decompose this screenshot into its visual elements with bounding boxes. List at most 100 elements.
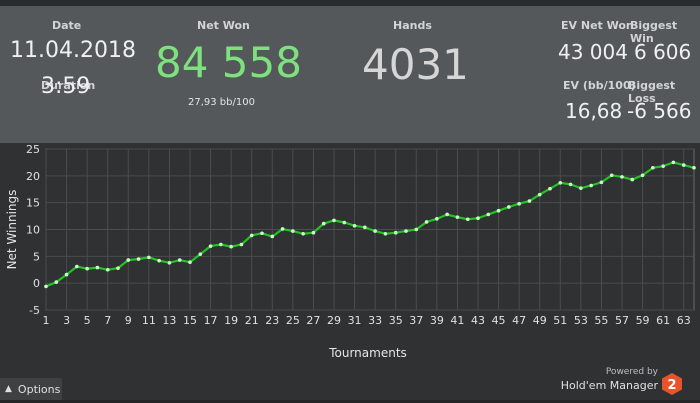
x-tick-label: 51: [553, 314, 567, 327]
data-point: [64, 272, 69, 277]
hm2-logo-icon: 2: [662, 373, 682, 395]
x-tick-label: 25: [286, 314, 300, 327]
data-point: [651, 165, 655, 170]
data-point: [373, 229, 377, 233]
data-point: [404, 229, 408, 233]
data-point: [671, 160, 676, 165]
bottom-bar: [0, 373, 700, 403]
powered-by-text: Powered by: [605, 367, 658, 377]
x-tick-label: 29: [327, 314, 341, 327]
x-tick-label: 5: [84, 314, 91, 327]
data-point: [579, 186, 583, 190]
data-point: [363, 225, 367, 230]
data-point: [167, 260, 172, 265]
top-border: [0, 0, 700, 6]
x-tick-label: 3: [63, 314, 70, 327]
x-tick-label: 47: [512, 314, 526, 327]
y-tick-label: 15: [26, 197, 40, 210]
y-tick-label: 25: [26, 143, 40, 156]
x-axis-label: Tournaments: [328, 346, 407, 360]
data-point: [147, 255, 151, 260]
data-point: [85, 266, 89, 271]
ev-net-won-label: EV Net Won: [561, 19, 634, 32]
y-tick-label: 10: [26, 224, 40, 237]
data-point: [424, 220, 429, 224]
data-point: [198, 252, 203, 256]
x-tick-label: 43: [471, 314, 485, 327]
data-point: [568, 182, 573, 187]
x-tick-label: 19: [224, 314, 238, 327]
date-value: 11.04.2018: [10, 38, 136, 63]
data-point: [445, 212, 449, 217]
data-point: [321, 221, 326, 226]
x-tick-label: 41: [450, 314, 464, 327]
x-tick-label: 33: [368, 314, 382, 327]
data-point: [291, 229, 295, 233]
data-point: [537, 192, 542, 197]
y-tick-label: 5: [33, 250, 40, 263]
data-point: [249, 233, 254, 238]
data-point: [558, 181, 563, 185]
data-point: [239, 242, 244, 247]
data-point: [476, 216, 480, 221]
x-tick-label: 7: [104, 314, 111, 327]
options-label: Options: [17, 382, 61, 396]
y-axis-label: Net Winnings: [5, 190, 19, 270]
data-point: [527, 199, 532, 203]
data-point: [548, 186, 552, 191]
data-point: [219, 242, 223, 247]
y-tick-label: 20: [26, 170, 40, 183]
net-won-bb100: 27,93 bb/100: [188, 97, 255, 108]
net-won-value: 84 558: [155, 38, 302, 87]
data-point: [640, 173, 645, 178]
data-point: [270, 234, 275, 239]
data-point: [496, 208, 501, 213]
data-point: [692, 165, 696, 170]
data-point: [486, 212, 491, 217]
logo-digit: 2: [667, 378, 676, 393]
data-point: [280, 227, 285, 231]
x-tick-label: 15: [183, 314, 197, 327]
data-point: [414, 227, 419, 232]
data-point: [332, 218, 336, 223]
chevron-up-icon: ▲: [5, 384, 12, 394]
duration-label: Duration: [41, 79, 96, 92]
x-tick-label: 57: [615, 314, 629, 327]
data-point: [661, 164, 665, 168]
data-point: [75, 264, 79, 269]
data-point: [229, 244, 233, 249]
net-won-label: Net Won: [197, 19, 250, 32]
ev-bb100-label: EV (bb/100): [563, 79, 636, 92]
x-tick-label: 9: [125, 314, 132, 327]
data-point: [95, 265, 100, 270]
x-tick-label: 59: [636, 314, 650, 327]
data-point: [630, 177, 635, 182]
data-point: [681, 163, 686, 167]
x-tick-label: 23: [265, 314, 279, 327]
session-stats-panel: Date 11.04.2018 Duration 3:59 Net Won 84…: [0, 6, 700, 143]
ev-bb100-value: 16,68: [565, 99, 623, 123]
x-tick-label: 63: [677, 314, 691, 327]
x-tick-label: 31: [348, 314, 362, 327]
data-point: [311, 230, 316, 235]
x-tick-label: 45: [492, 314, 506, 327]
data-point: [589, 183, 593, 188]
data-point: [188, 260, 192, 265]
x-tick-label: 61: [656, 314, 670, 327]
data-point: [455, 215, 460, 219]
data-point: [54, 280, 59, 284]
hands-label: Hands: [393, 19, 432, 32]
data-point: [342, 220, 347, 225]
data-point: [599, 180, 604, 185]
brand-name: Hold'em Manager: [560, 379, 658, 392]
data-point: [105, 267, 110, 272]
duration-value: 3:59: [41, 74, 91, 99]
hands-value: 4031: [362, 40, 469, 89]
date-label: Date: [52, 19, 82, 32]
x-tick-label: 49: [533, 314, 547, 327]
chart-panel: -5 0 5 10 15 20 25 1 3 5 7 9 11 13 15 17 19 21 23 25 27 29 31 3…: [0, 143, 700, 373]
biggest-loss-label: Biggest Loss: [628, 79, 676, 105]
options-button[interactable]: ▲ Options: [0, 378, 62, 400]
x-tick-label: 11: [142, 314, 156, 327]
